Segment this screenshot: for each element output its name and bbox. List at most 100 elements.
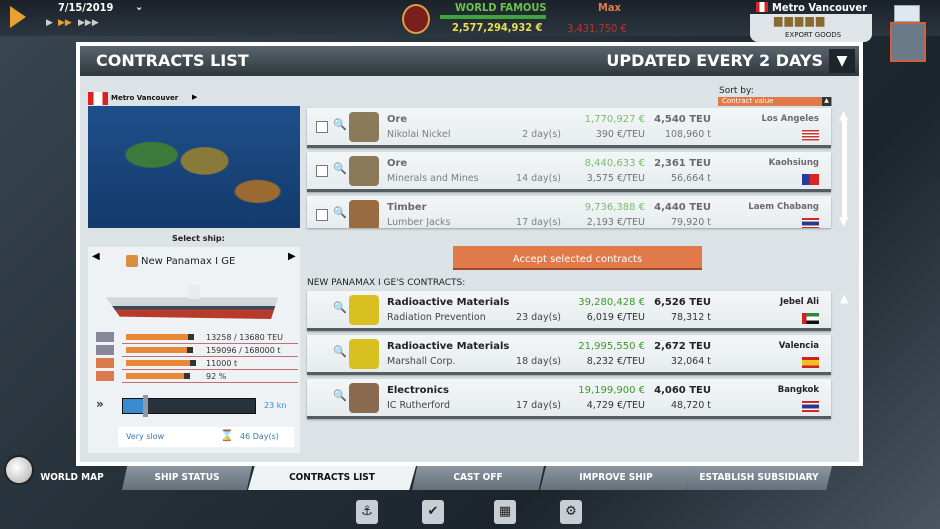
update-interval: UPDATED EVERY 2 DAYS <box>606 51 823 70</box>
ship-action-icon[interactable]: ⚓ <box>356 500 378 524</box>
collapse-button[interactable]: ▼ <box>829 49 855 73</box>
magnifier-icon[interactable]: 🔍 <box>333 389 347 402</box>
speed-fast-icon[interactable]: ▶▶ <box>58 18 72 28</box>
speed-fastest-icon[interactable]: ▶▶▶ <box>78 18 99 28</box>
company-name: Marshall Corp. <box>387 356 456 367</box>
contract-row[interactable]: 🔍 Timber Lumber Jacks 17 day(s) 9,736,388 € 2… <box>307 196 831 228</box>
speed-slider[interactable] <box>122 395 256 417</box>
tonnage: 108,960 t <box>664 129 711 140</box>
money: 2,577,294,932 € <box>452 21 543 34</box>
magnifier-icon[interactable]: 🔍 <box>333 162 347 175</box>
select-checkbox[interactable] <box>316 121 328 133</box>
port-thumbnail[interactable] <box>890 22 926 62</box>
prev-ship-icon[interactable]: ◀ <box>92 251 100 262</box>
contract-value: 1,770,927 € <box>584 114 645 125</box>
destination-flag-icon <box>802 357 819 368</box>
cargo-name: Radioactive Materials <box>387 297 510 308</box>
available-scrollbar[interactable]: ▲ ▼ <box>838 108 852 228</box>
tab-improve-ship[interactable]: IMPROVE SHIP <box>540 466 692 490</box>
sort-dropdown[interactable]: Contract value ▲ <box>718 97 832 106</box>
container-icon <box>96 332 114 342</box>
contract-value: 8,440,633 € <box>584 158 645 169</box>
rank-badge-icon[interactable] <box>402 4 430 34</box>
date-dropdown-icon[interactable]: ⌄ <box>135 0 144 13</box>
sort-label: Sort by: <box>719 86 754 96</box>
reputation-bar <box>440 15 546 19</box>
tab-world-map[interactable]: WORLD MAP <box>40 472 104 483</box>
destination-flag-icon <box>802 401 819 412</box>
teu-amount: 4,540 TEU <box>654 114 711 125</box>
tonnage: 48,720 t <box>671 400 711 411</box>
destination: Valencia <box>778 341 819 351</box>
region-selector[interactable]: Metro Vancouver ▶ <box>88 92 200 106</box>
speed-slider-fill <box>123 399 146 413</box>
delivery-days: 2 day(s) <box>522 129 561 140</box>
cargo-icon <box>349 156 379 186</box>
location[interactable]: Metro Vancouver <box>772 1 867 14</box>
speed-slider-handle[interactable] <box>143 395 149 417</box>
settings-action-icon[interactable]: ⚙ <box>560 500 582 524</box>
select-checkbox[interactable] <box>316 165 328 177</box>
world-map[interactable] <box>88 106 300 228</box>
contracts-action-icon[interactable]: ✔ <box>422 500 444 524</box>
destination: Jebel Ali <box>779 297 819 307</box>
scroll-down-icon[interactable]: ▼ <box>839 214 849 228</box>
teu-amount: 2,672 TEU <box>654 341 711 352</box>
tonnage: 56,664 t <box>671 173 711 184</box>
delivery-days: 18 day(s) <box>516 356 561 367</box>
tonnage: 78,312 t <box>671 312 711 323</box>
teu-amount: 2,361 TEU <box>654 158 711 169</box>
price-per-teu: 2,193 €/TEU <box>586 217 645 228</box>
tab-contracts-list[interactable]: CONTRACTS LIST <box>248 466 416 490</box>
cargo-name: Timber <box>387 202 427 213</box>
tab-establish-subsidiary[interactable]: ESTABLISH SUBSIDIARY <box>686 466 832 490</box>
select-checkbox[interactable] <box>316 209 328 221</box>
stat-bar <box>126 360 196 366</box>
ship-contracts-scroll-up-icon[interactable]: ▲ <box>840 292 849 305</box>
next-ship-icon[interactable]: ▶ <box>288 251 296 262</box>
cargo-name: Radioactive Materials <box>387 341 510 352</box>
cargo-action-icon[interactable]: ▦ <box>494 500 516 524</box>
teu-amount: 6,526 TEU <box>654 297 711 308</box>
region-arrow-icon[interactable]: ▶ <box>192 93 198 101</box>
speed-value: 23 kn <box>264 401 287 410</box>
ship-image <box>106 297 278 319</box>
magnifier-icon[interactable]: 🔍 <box>333 118 347 131</box>
mail-icon[interactable] <box>894 5 920 22</box>
stat-value: 11000 t <box>206 359 238 368</box>
cargo-icon <box>349 383 379 413</box>
price-per-teu: 6,019 €/TEU <box>586 312 645 323</box>
contract-row[interactable]: 🔍 Radioactive Materials Radiation Preventi… <box>307 291 831 331</box>
stat-bar <box>126 373 191 379</box>
travel-info: Very slow ⌛ 46 Day(s) <box>118 427 294 447</box>
magnifier-icon[interactable]: 🔍 <box>333 206 347 219</box>
accept-contracts-button[interactable]: Accept selected contracts <box>453 246 702 270</box>
magnifier-icon[interactable]: 🔍 <box>333 301 347 314</box>
contract-value: 21,995,550 € <box>578 341 645 352</box>
speed-icon: » <box>96 397 104 411</box>
contract-row[interactable]: 🔍 Radioactive Materials Marshall Corp. 18 d… <box>307 335 831 375</box>
accept-button-label: Accept selected contracts <box>512 254 643 265</box>
condition-icon <box>96 371 114 381</box>
contract-row[interactable]: 🔍 Ore Nikolai Nickel 2 day(s) 1,770,927 € 390… <box>307 108 831 148</box>
scroll-up-icon[interactable]: ▲ <box>839 108 849 122</box>
contract-row[interactable]: 🔍 Electronics IC Rutherford 17 day(s) 19,199… <box>307 379 831 419</box>
scroll-thumb[interactable] <box>842 118 847 218</box>
tab-ship-status[interactable]: SHIP STATUS <box>122 466 252 490</box>
sort-direction-icon[interactable]: ▲ <box>822 97 831 106</box>
destination: Bangkok <box>777 385 819 395</box>
globe-icon[interactable] <box>4 455 34 485</box>
contracts-panel: CONTRACTS LIST UPDATED EVERY 2 DAYS ▼ Me… <box>76 42 863 466</box>
top-bar: 7/15/2019 ⌄ ▶ ▶▶ ▶▶▶ WORLD FAMOUS 2,577,… <box>0 0 940 42</box>
play-icon[interactable] <box>10 6 26 28</box>
cargo-hold-icon <box>96 358 114 368</box>
magnifier-icon[interactable]: 🔍 <box>333 345 347 358</box>
tab-cast-off[interactable]: CAST OFF <box>412 466 544 490</box>
contract-row[interactable]: 🔍 Ore Minerals and Mines 14 day(s) 8,440,633… <box>307 152 831 192</box>
reputation-label: WORLD FAMOUS <box>455 1 547 14</box>
teu-amount: 4,440 TEU <box>654 202 711 213</box>
export-goods-panel[interactable]: ▆▆▆▆▆ EXPORT GOODS <box>750 14 872 42</box>
cargo-icon <box>349 200 379 228</box>
page-title: CONTRACTS LIST <box>96 51 249 70</box>
speed-normal-icon[interactable]: ▶ <box>46 18 53 28</box>
